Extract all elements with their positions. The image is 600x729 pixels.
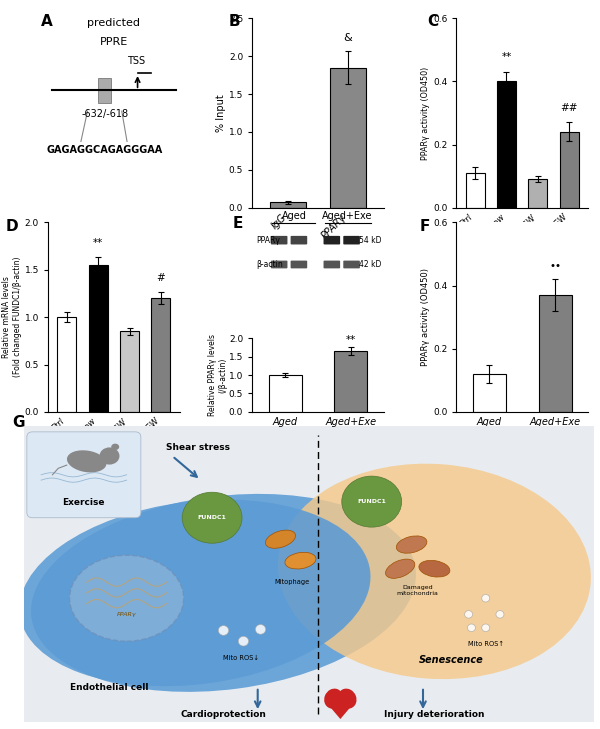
Text: FUNDC1: FUNDC1 [197, 515, 227, 521]
Bar [270, 203, 306, 208]
Text: β-actin: β-actin [256, 260, 283, 269]
Ellipse shape [256, 625, 266, 634]
Y-axis label: % Input: % Input [216, 94, 226, 132]
Text: Exercise: Exercise [62, 498, 105, 507]
Text: -632/-618: -632/-618 [81, 109, 128, 120]
Text: B: B [229, 15, 240, 29]
Text: ##: ## [560, 103, 578, 113]
Y-axis label: PPARγ activity (OD450): PPARγ activity (OD450) [421, 268, 430, 366]
Text: PPARγ: PPARγ [117, 612, 136, 617]
Ellipse shape [464, 611, 473, 618]
Text: Mito ROS↑: Mito ROS↑ [468, 642, 503, 647]
Ellipse shape [70, 555, 184, 642]
Text: Cardioprotection: Cardioprotection [181, 710, 266, 719]
Text: &: & [344, 34, 352, 43]
Bar [334, 351, 367, 412]
Ellipse shape [278, 464, 591, 679]
FancyBboxPatch shape [323, 260, 340, 268]
Ellipse shape [182, 492, 242, 543]
Y-axis label: Relative PPARγ levels
(/β-actin): Relative PPARγ levels (/β-actin) [208, 334, 227, 416]
Text: Senescence: Senescence [419, 655, 484, 666]
Bar [330, 68, 366, 208]
Text: FUNDC1: FUNDC1 [357, 499, 386, 504]
Text: Damaged
mitochondria: Damaged mitochondria [397, 585, 438, 596]
Text: Injury deterioration: Injury deterioration [384, 710, 485, 719]
Y-axis label: PPARγ activity (OD450): PPARγ activity (OD450) [421, 66, 430, 160]
Bar [98, 78, 111, 103]
Ellipse shape [111, 444, 119, 450]
Text: predicted: predicted [88, 18, 140, 28]
Text: 42 kD: 42 kD [359, 260, 381, 269]
Bar [497, 82, 516, 208]
Text: **: ** [346, 335, 356, 345]
Ellipse shape [386, 559, 415, 578]
Bar [529, 179, 547, 208]
Text: Mito ROS↓: Mito ROS↓ [223, 655, 259, 660]
Bar [151, 298, 170, 412]
FancyBboxPatch shape [343, 260, 360, 268]
Ellipse shape [238, 636, 248, 646]
Text: Aged: Aged [282, 211, 307, 221]
Text: F: F [419, 219, 430, 233]
Bar [58, 317, 76, 412]
Bar [89, 265, 107, 412]
Text: **: ** [93, 238, 103, 248]
Ellipse shape [396, 536, 427, 553]
Ellipse shape [342, 476, 401, 527]
Ellipse shape [324, 689, 343, 709]
Ellipse shape [482, 594, 490, 602]
FancyBboxPatch shape [27, 432, 141, 518]
Bar [539, 295, 572, 412]
Text: PPARγ: PPARγ [256, 235, 280, 245]
Text: ••: •• [549, 261, 561, 271]
FancyBboxPatch shape [290, 236, 307, 244]
Ellipse shape [496, 611, 504, 618]
Text: 54 kD: 54 kD [359, 235, 381, 245]
Text: Aged+Exe: Aged+Exe [322, 211, 372, 221]
Text: Endothelial cell: Endothelial cell [70, 683, 149, 693]
Ellipse shape [100, 448, 119, 464]
Text: C: C [427, 15, 439, 29]
Bar [120, 332, 139, 412]
Text: **: ** [502, 52, 512, 63]
FancyBboxPatch shape [21, 424, 597, 725]
Text: PPRE: PPRE [100, 37, 128, 47]
Text: Shear stress: Shear stress [167, 443, 230, 453]
Text: A: A [41, 15, 53, 29]
FancyBboxPatch shape [271, 260, 287, 268]
Bar [269, 375, 302, 412]
Ellipse shape [467, 624, 475, 631]
FancyBboxPatch shape [323, 236, 340, 244]
Y-axis label: Relative mRNA levels
(Fold changed FUNDC1/β-actin): Relative mRNA levels (Fold changed FUNDC… [2, 257, 22, 378]
Text: #: # [157, 273, 165, 283]
Text: G: G [13, 415, 25, 429]
Text: GAGAGGCAGAGGGAA: GAGAGGCAGAGGGAA [47, 145, 163, 155]
FancyBboxPatch shape [271, 236, 287, 244]
Ellipse shape [482, 624, 490, 631]
Ellipse shape [265, 530, 296, 548]
Text: E: E [232, 216, 243, 231]
Text: D: D [6, 219, 19, 233]
Bar [473, 374, 506, 412]
Bar [466, 173, 485, 208]
Ellipse shape [419, 561, 450, 577]
Ellipse shape [67, 451, 106, 472]
Ellipse shape [338, 689, 356, 709]
Ellipse shape [285, 553, 316, 569]
Ellipse shape [218, 625, 229, 635]
FancyBboxPatch shape [343, 236, 360, 244]
Bar [560, 132, 578, 208]
Text: Mitophage: Mitophage [274, 580, 310, 585]
Ellipse shape [31, 494, 416, 692]
FancyBboxPatch shape [290, 260, 307, 268]
Ellipse shape [20, 499, 370, 686]
Polygon shape [325, 701, 356, 719]
Text: TSS: TSS [127, 55, 145, 66]
